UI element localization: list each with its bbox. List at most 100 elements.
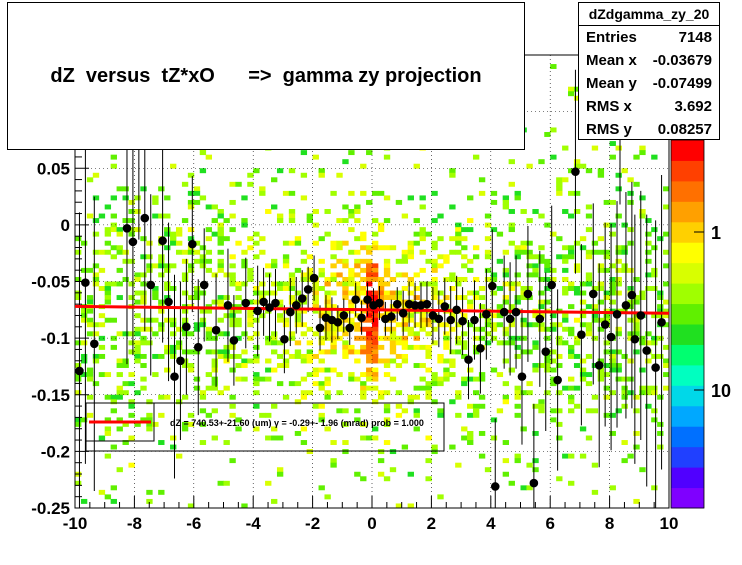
heatmap-cell: [300, 276, 308, 282]
heatmap-cell: [282, 240, 290, 246]
heatmap-cell: [437, 376, 444, 382]
heatmap-cell: [526, 272, 533, 278]
heatmap-cell: [158, 326, 165, 332]
heatmap-cell: [407, 290, 414, 296]
heatmap-cell: [223, 218, 230, 224]
heatmap-cell: [461, 313, 468, 319]
heatmap-cell: [205, 308, 213, 314]
heatmap-cell: [199, 421, 207, 427]
heatmap-cell: [158, 440, 165, 445]
heatmap-cell: [366, 290, 373, 296]
heatmap-cell: [146, 317, 153, 323]
x-tick-labels: -10 -8 -6 -4 -2 0 2 4 6 8 10: [63, 514, 679, 533]
heatmap-cell: [490, 335, 498, 341]
heatmap-cell: [354, 326, 361, 332]
heatmap-cell: [181, 249, 189, 255]
data-point: [422, 299, 432, 309]
heatmap-cell: [508, 227, 515, 233]
data-point: [588, 289, 598, 299]
heatmap-cell: [490, 313, 498, 319]
heatmap-cell: [443, 254, 450, 260]
heatmap-cell: [181, 258, 189, 264]
heatmap-cell: [431, 190, 438, 196]
heatmap-cell: [235, 363, 242, 368]
heatmap-cell: [235, 353, 242, 359]
heatmap-cell: [306, 267, 313, 273]
heatmap-cell: [92, 231, 100, 237]
heatmap-cell: [336, 218, 343, 224]
y-tick-label: 0: [61, 216, 70, 235]
heatmap-cell: [556, 186, 563, 192]
heatmap-cell: [271, 281, 278, 287]
heatmap-cell: [401, 272, 409, 278]
heatmap-cell: [253, 331, 260, 337]
heatmap-cell: [478, 190, 486, 196]
data-point: [265, 303, 274, 312]
heatmap-cell: [92, 172, 100, 178]
heatmap-cell: [377, 290, 385, 296]
heatmap-cell: [312, 308, 319, 314]
heatmap-cell: [223, 358, 230, 364]
heatmap-cell: [140, 299, 147, 305]
heatmap-cell: [116, 417, 123, 423]
heatmap-cell: [116, 249, 123, 255]
heatmap-cell: [526, 163, 533, 169]
heatmap-cell: [532, 363, 539, 368]
data-point: [315, 323, 325, 333]
heatmap-cell: [663, 322, 670, 328]
heatmap-cell: [366, 326, 373, 332]
heatmap-cell: [318, 349, 325, 355]
heatmap-cell: [532, 403, 539, 409]
heatmap-cell: [597, 299, 605, 305]
data-point: [577, 330, 586, 340]
heatmap-cell: [199, 322, 207, 328]
heatmap-cell: [419, 204, 426, 210]
heatmap-cell: [235, 376, 242, 382]
heatmap-cell: [217, 258, 224, 264]
heatmap-cell: [633, 181, 640, 187]
heatmap-cell: [467, 218, 474, 224]
heatmap-cell: [181, 358, 189, 364]
heatmap-cell: [294, 340, 302, 346]
heatmap-cell: [187, 236, 195, 242]
heatmap-cell: [639, 290, 646, 296]
data-point: [612, 310, 622, 319]
heatmap-cell: [294, 313, 302, 319]
heatmap-cell: [639, 195, 646, 201]
heatmap-cell: [276, 313, 284, 319]
heatmap-cell: [134, 349, 141, 355]
heatmap-cell: [556, 476, 563, 482]
heatmap-cell: [532, 458, 539, 464]
heatmap-cell: [395, 335, 403, 341]
heatmap-cell: [354, 236, 361, 242]
heatmap-cell: [276, 317, 284, 323]
heatmap-cell: [455, 276, 462, 282]
data-point: [464, 355, 473, 364]
heatmap-cell: [342, 449, 349, 455]
heatmap-cell: [461, 254, 468, 260]
heatmap-cell: [663, 231, 670, 237]
heatmap-cell: [603, 412, 610, 418]
heatmap-cell: [568, 353, 575, 359]
heatmap-cell: [431, 276, 438, 282]
heatmap-cell: [573, 86, 581, 92]
heatmap-cell: [318, 412, 325, 418]
heatmap-cell: [265, 209, 272, 214]
heatmap-cell: [253, 344, 260, 350]
heatmap-cell: [437, 290, 444, 296]
heatmap-cell: [86, 376, 94, 382]
heatmap-cell: [181, 276, 189, 282]
heatmap-cell: [324, 299, 331, 305]
heatmap-cell: [342, 263, 349, 269]
data-point: [490, 482, 500, 491]
heatmap-cell: [324, 304, 331, 310]
heatmap-cell: [318, 258, 325, 264]
heatmap-cell: [241, 218, 248, 224]
heatmap-cell: [181, 272, 189, 278]
heatmap-cell: [235, 295, 242, 301]
heatmap-cell: [490, 227, 498, 233]
heatmap-cell: [170, 331, 177, 337]
heatmap-cell: [484, 322, 492, 328]
heatmap-cell: [276, 299, 284, 305]
heatmap-cell: [354, 249, 361, 255]
